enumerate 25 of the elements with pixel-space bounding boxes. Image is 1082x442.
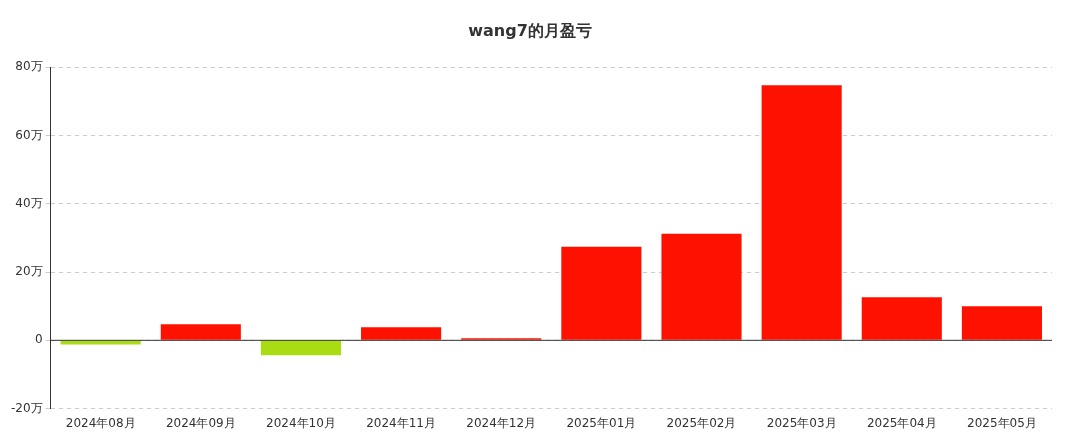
bar — [961, 306, 1042, 340]
x-tick-label: 2024年11月 — [366, 415, 436, 430]
bar — [260, 340, 342, 356]
bar — [661, 233, 742, 340]
bar — [160, 324, 241, 340]
x-tick-label: 2024年10月 — [266, 415, 336, 430]
y-tick-label: 60万 — [15, 127, 43, 142]
x-tick-label: 2025年01月 — [566, 415, 637, 430]
x-tick-label: 2024年12月 — [466, 415, 537, 430]
y-tick-label: 0 — [34, 332, 43, 347]
bar — [861, 297, 942, 340]
y-tick-label: 80万 — [15, 59, 43, 74]
bar — [561, 246, 642, 340]
bar — [361, 327, 442, 340]
y-tick-label: -20万 — [10, 400, 43, 415]
x-tick-label: 2025年04月 — [866, 415, 937, 430]
x-tick-label: 2024年09月 — [165, 415, 236, 430]
x-tick-label: 2025年05月 — [967, 415, 1037, 430]
y-tick-label: 20万 — [15, 264, 43, 279]
x-tick-label: 2025年02月 — [666, 415, 737, 430]
x-tick-label: 2025年03月 — [766, 415, 837, 430]
bar — [761, 85, 842, 340]
chart-title: wang7的月盈亏 — [468, 20, 592, 40]
x-tick-label: 2024年08月 — [65, 415, 136, 430]
y-tick-label: 40万 — [15, 195, 43, 210]
